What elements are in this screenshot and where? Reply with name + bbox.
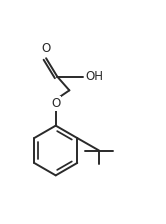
Text: OH: OH [85,70,103,83]
Text: O: O [42,42,51,55]
Text: O: O [51,97,60,110]
